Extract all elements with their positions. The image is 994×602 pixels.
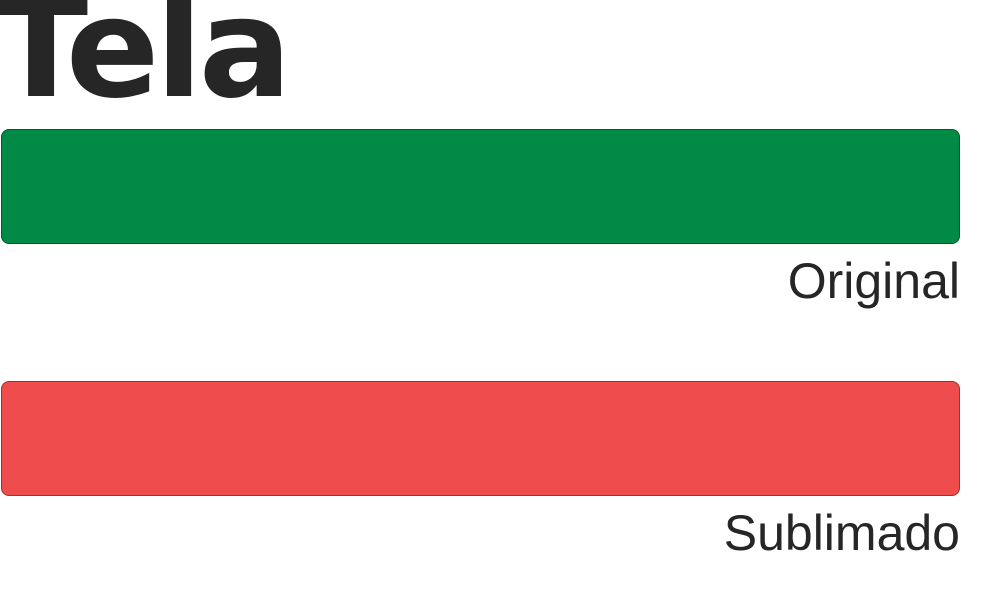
original-label: Original (787, 253, 960, 309)
original-color-swatch (1, 129, 960, 244)
sublimado-color-swatch (1, 381, 960, 496)
sublimado-label: Sublimado (723, 505, 960, 561)
page-title: Tela (0, 0, 292, 129)
